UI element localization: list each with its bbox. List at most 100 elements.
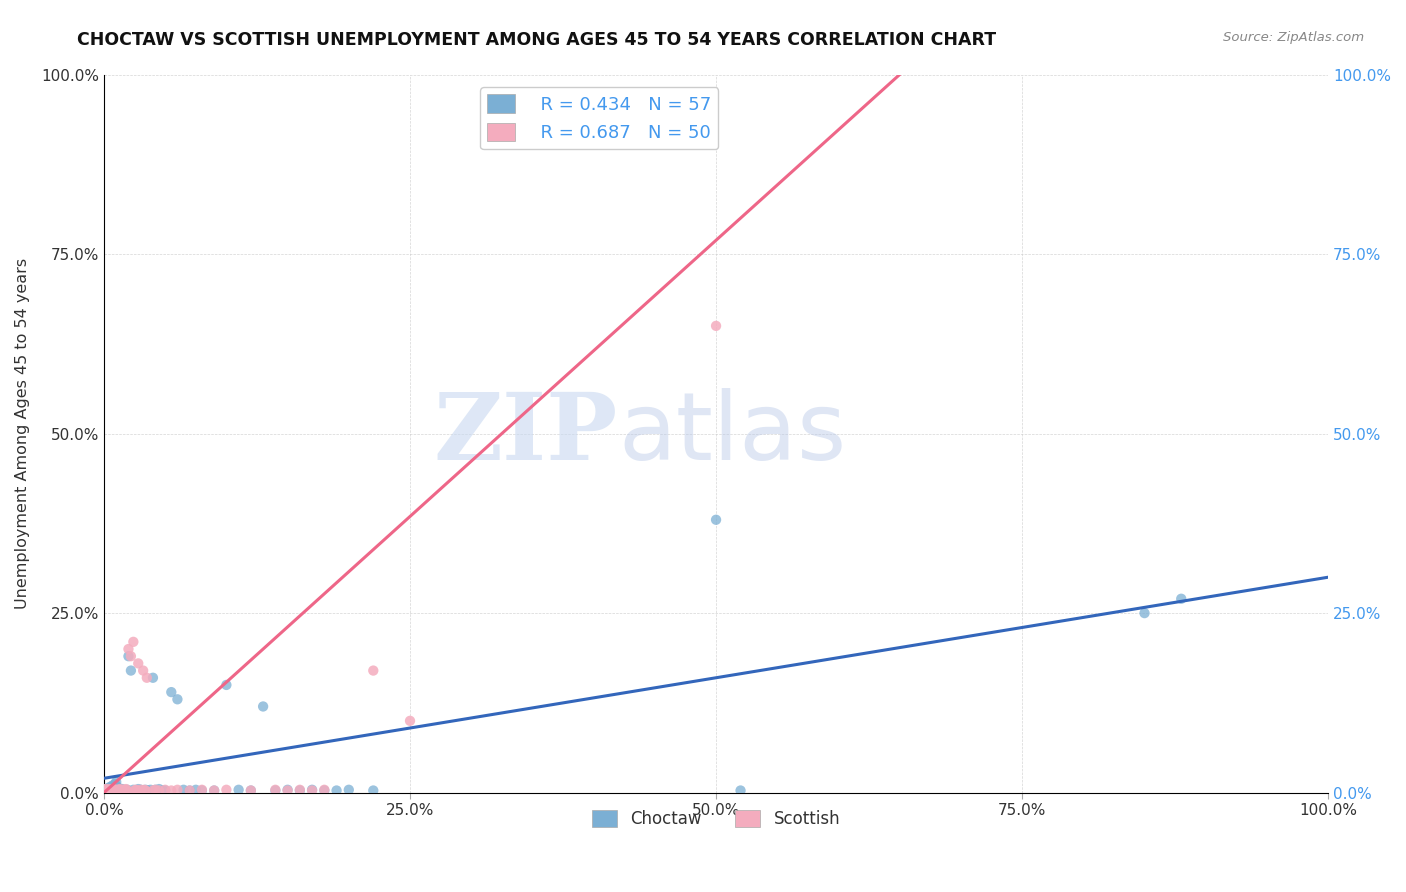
Point — [115, 782, 138, 797]
Point — [153, 783, 176, 797]
Point — [98, 782, 121, 797]
Point — [136, 783, 159, 797]
Point — [111, 782, 134, 797]
Point — [361, 664, 384, 678]
Point — [97, 782, 120, 797]
Point — [107, 783, 129, 797]
Point — [94, 782, 117, 797]
Point — [145, 782, 167, 797]
Point — [166, 782, 188, 797]
Point — [277, 783, 299, 797]
Point — [215, 678, 238, 692]
Point — [314, 782, 336, 797]
Point — [115, 782, 138, 797]
Point — [730, 783, 752, 797]
Point — [337, 782, 360, 797]
Point — [184, 782, 207, 797]
Point — [127, 782, 149, 797]
Point — [264, 783, 287, 797]
Point — [202, 783, 225, 797]
Point — [104, 783, 127, 797]
Point — [117, 642, 139, 657]
Point — [115, 783, 138, 797]
Point — [112, 783, 135, 797]
Point — [239, 783, 262, 797]
Point — [134, 782, 156, 797]
Point — [111, 782, 134, 797]
Point — [399, 714, 422, 728]
Point — [314, 783, 336, 797]
Point — [704, 318, 727, 333]
Y-axis label: Unemployment Among Ages 45 to 54 years: Unemployment Among Ages 45 to 54 years — [15, 258, 30, 609]
Point — [129, 782, 152, 797]
Point — [94, 782, 117, 797]
Point — [97, 783, 120, 797]
Point — [104, 777, 127, 791]
Point — [252, 699, 274, 714]
Point — [288, 783, 311, 797]
Point — [301, 782, 323, 797]
Point — [135, 782, 157, 797]
Point — [112, 783, 135, 797]
Point — [153, 782, 176, 797]
Point — [191, 783, 214, 797]
Text: atlas: atlas — [619, 388, 846, 480]
Point — [166, 692, 188, 706]
Point — [120, 649, 142, 664]
Point — [103, 782, 125, 797]
Point — [97, 783, 120, 797]
Point — [125, 782, 148, 797]
Point — [127, 657, 149, 671]
Point — [132, 664, 155, 678]
Point — [142, 783, 165, 797]
Point — [191, 782, 214, 797]
Point — [173, 782, 195, 797]
Point — [264, 782, 287, 797]
Point — [148, 783, 170, 797]
Point — [179, 783, 201, 797]
Point — [139, 782, 162, 797]
Text: ZIP: ZIP — [434, 389, 619, 479]
Point — [288, 782, 311, 797]
Point — [110, 783, 132, 797]
Point — [110, 782, 132, 797]
Point — [142, 671, 165, 685]
Point — [145, 782, 167, 797]
Point — [107, 781, 129, 796]
Point — [125, 783, 148, 797]
Point — [96, 782, 118, 797]
Point — [124, 783, 146, 797]
Point — [117, 649, 139, 664]
Point — [277, 782, 299, 797]
Point — [107, 780, 129, 794]
Point — [100, 780, 122, 795]
Point — [239, 783, 262, 797]
Point — [160, 685, 183, 699]
Point — [101, 779, 124, 793]
Point — [122, 782, 145, 797]
Point — [103, 782, 125, 797]
Point — [301, 783, 323, 797]
Point — [1133, 606, 1156, 620]
Point — [100, 783, 122, 797]
Point — [114, 784, 136, 798]
Point — [135, 671, 157, 685]
Point — [105, 782, 128, 797]
Point — [129, 782, 152, 797]
Point — [179, 783, 201, 797]
Point — [115, 783, 138, 797]
Legend: Choctaw, Scottish: Choctaw, Scottish — [585, 803, 846, 835]
Point — [107, 782, 129, 797]
Point — [105, 775, 128, 789]
Point — [135, 783, 157, 797]
Point — [228, 782, 250, 797]
Point — [125, 783, 148, 797]
Point — [704, 513, 727, 527]
Point — [202, 783, 225, 797]
Point — [325, 783, 347, 797]
Point — [120, 664, 142, 678]
Point — [215, 782, 238, 797]
Point — [1170, 591, 1192, 606]
Text: CHOCTAW VS SCOTTISH UNEMPLOYMENT AMONG AGES 45 TO 54 YEARS CORRELATION CHART: CHOCTAW VS SCOTTISH UNEMPLOYMENT AMONG A… — [77, 31, 997, 49]
Point — [108, 783, 131, 797]
